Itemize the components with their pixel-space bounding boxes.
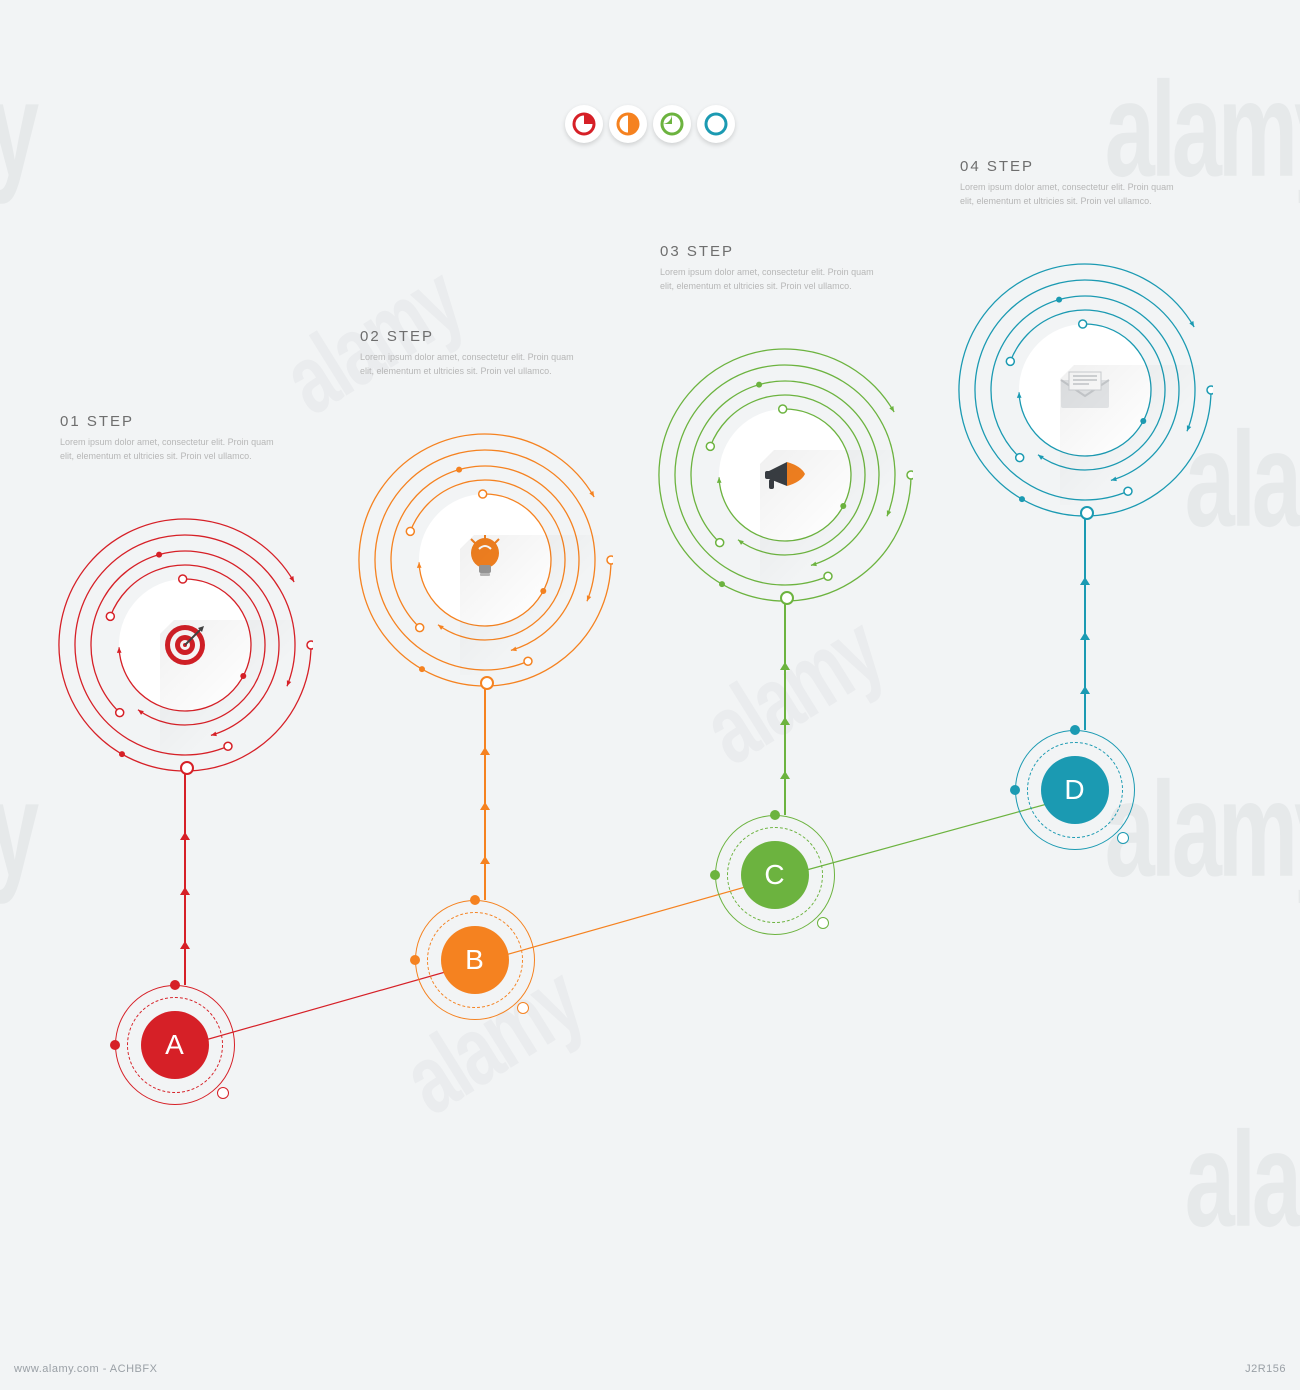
legend-dot bbox=[697, 105, 735, 143]
step-desc: Lorem ipsum dolor amet, consectetur elit… bbox=[960, 181, 1180, 208]
label-node-b: B bbox=[415, 900, 535, 1020]
step-letter: C bbox=[741, 841, 809, 909]
step-text: 01 STEP Lorem ipsum dolor amet, consecte… bbox=[60, 413, 280, 463]
orbit bbox=[357, 432, 613, 688]
step-letter: D bbox=[1041, 756, 1109, 824]
step-title: 03 STEP bbox=[660, 243, 880, 260]
orbit bbox=[657, 347, 913, 603]
step-desc: Lorem ipsum dolor amet, consectetur elit… bbox=[60, 436, 280, 463]
step-title: 01 STEP bbox=[60, 413, 280, 430]
footer-code: J2R156 bbox=[1245, 1363, 1286, 1375]
step-text: 04 STEP Lorem ipsum dolor amet, consecte… bbox=[960, 158, 1180, 208]
legend bbox=[565, 105, 735, 143]
label-node-c: C bbox=[715, 815, 835, 935]
step-letter: B bbox=[441, 926, 509, 994]
footer-credit: www.alamy.com - ACHBFX bbox=[14, 1363, 157, 1375]
connector bbox=[484, 682, 486, 900]
envelope-icon bbox=[1040, 345, 1130, 435]
watermark: alamy bbox=[0, 754, 35, 909]
legend-dot bbox=[609, 105, 647, 143]
step-desc: Lorem ipsum dolor amet, consectetur elit… bbox=[360, 351, 580, 378]
orbit bbox=[957, 262, 1213, 518]
step-text: 02 STEP Lorem ipsum dolor amet, consecte… bbox=[360, 328, 580, 378]
step-title: 04 STEP bbox=[960, 158, 1180, 175]
label-node-d: D bbox=[1015, 730, 1135, 850]
target-icon bbox=[140, 600, 230, 690]
connector bbox=[1084, 512, 1086, 730]
watermark: alamy bbox=[684, 594, 899, 786]
watermark: alamy bbox=[1185, 1104, 1300, 1259]
step-desc: Lorem ipsum dolor amet, consectetur elit… bbox=[660, 266, 880, 293]
step-title: 02 STEP bbox=[360, 328, 580, 345]
orbit bbox=[57, 517, 313, 773]
watermark: alamy bbox=[0, 54, 35, 209]
legend-dot bbox=[565, 105, 603, 143]
connector bbox=[784, 597, 786, 815]
infographic-canvas: alamy alamy alamy alamy alamy alamy alam… bbox=[0, 0, 1300, 1300]
label-node-a: A bbox=[115, 985, 235, 1105]
megaphone-icon bbox=[740, 430, 830, 520]
connector bbox=[184, 767, 186, 985]
legend-dot bbox=[653, 105, 691, 143]
step-text: 03 STEP Lorem ipsum dolor amet, consecte… bbox=[660, 243, 880, 293]
lightbulb-icon bbox=[440, 515, 530, 605]
step-letter: A bbox=[141, 1011, 209, 1079]
